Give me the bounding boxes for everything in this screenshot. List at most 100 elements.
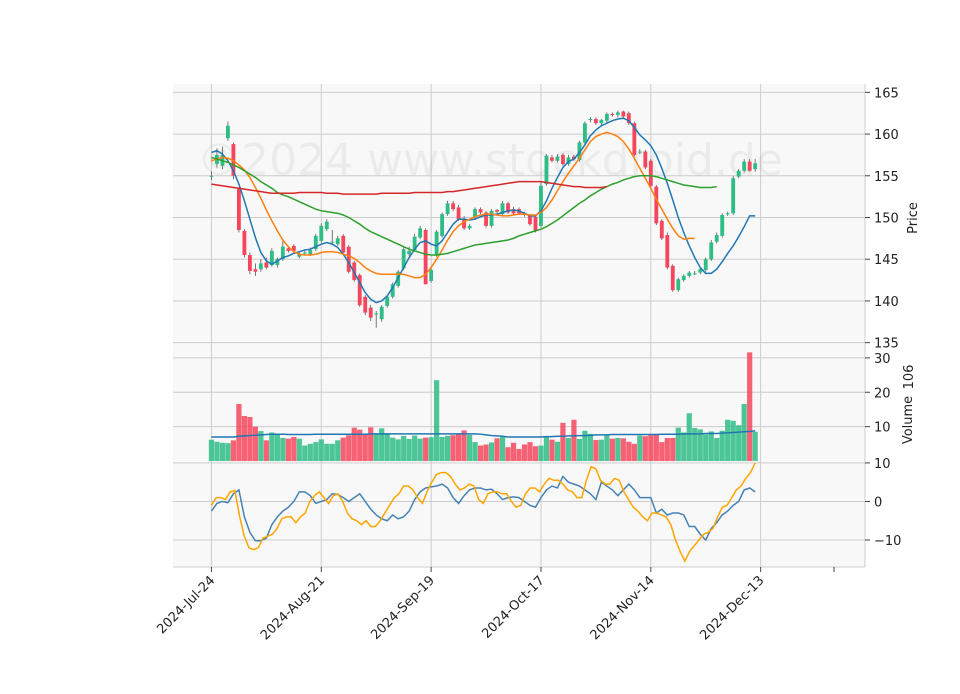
candle-body bbox=[615, 112, 620, 115]
candle-body bbox=[725, 213, 730, 215]
candle-body bbox=[506, 203, 510, 213]
candle-body bbox=[643, 151, 648, 168]
volume-bar bbox=[340, 437, 346, 461]
volume-bar bbox=[598, 439, 604, 461]
candle-body bbox=[709, 242, 714, 260]
volume-axis-label: Volume bbox=[901, 396, 916, 444]
candle-body bbox=[692, 273, 697, 275]
candle-body bbox=[258, 263, 263, 270]
candle-body bbox=[319, 225, 324, 241]
volume-bar bbox=[752, 431, 758, 461]
candle-body bbox=[473, 209, 477, 218]
candle-body bbox=[368, 307, 373, 318]
volume-bar bbox=[571, 419, 577, 461]
candle-body bbox=[445, 203, 450, 215]
oscillator-y-tick-label: 10 bbox=[874, 457, 891, 472]
volume-y-tick-label: 20 bbox=[874, 386, 891, 401]
candle-body bbox=[231, 144, 236, 176]
candle-body bbox=[374, 313, 379, 315]
volume-bar bbox=[324, 443, 330, 461]
volume-bar bbox=[653, 434, 659, 461]
volume-bar bbox=[395, 439, 401, 461]
candle-body bbox=[626, 113, 631, 124]
candle-body bbox=[742, 161, 747, 171]
volume-bar bbox=[670, 437, 676, 461]
x-tick-label: 2024-Sep-19 bbox=[368, 573, 438, 643]
volume-bar bbox=[236, 403, 242, 461]
price-axis-label: Price bbox=[906, 202, 921, 234]
oscillator-y-tick-label: −10 bbox=[874, 534, 901, 549]
candle-body bbox=[341, 235, 346, 253]
volume-bar bbox=[604, 435, 610, 461]
volume-bar bbox=[274, 433, 280, 461]
candle-body bbox=[462, 219, 467, 229]
volume-average-line bbox=[211, 430, 756, 438]
candle-body bbox=[555, 156, 560, 161]
volume-bar bbox=[302, 445, 308, 461]
volume-bar bbox=[730, 420, 736, 461]
price-y-tick-label: 145 bbox=[874, 253, 899, 268]
volume-bar bbox=[346, 435, 352, 461]
candle-body bbox=[681, 275, 686, 281]
volume-axis-unit: 106 bbox=[902, 365, 917, 390]
volume-bar bbox=[615, 437, 621, 461]
candle-body bbox=[330, 241, 335, 243]
volume-bar bbox=[280, 437, 286, 461]
volume-bar bbox=[477, 445, 484, 461]
oscillator-y-tick-label: 0 bbox=[874, 495, 882, 510]
volume-bar bbox=[659, 442, 665, 461]
candle-body bbox=[286, 248, 291, 251]
candle-body bbox=[544, 155, 549, 185]
volume-bar bbox=[499, 436, 506, 461]
candle-body bbox=[632, 123, 637, 155]
candle-body bbox=[621, 111, 626, 117]
candle-body bbox=[478, 209, 483, 213]
volume-y-tick-label: 10 bbox=[874, 421, 891, 436]
volume-bar bbox=[587, 433, 594, 461]
volume-bar bbox=[351, 427, 357, 461]
candle-body bbox=[264, 262, 269, 268]
candle-body bbox=[659, 220, 664, 239]
volume-bar bbox=[521, 444, 528, 461]
candle-body bbox=[236, 189, 241, 231]
candle-body bbox=[379, 306, 384, 320]
volume-bar bbox=[307, 443, 313, 461]
volume-bar bbox=[466, 434, 473, 461]
volume-bar bbox=[390, 437, 396, 461]
price-panel bbox=[209, 110, 758, 328]
candle-body bbox=[456, 207, 461, 220]
candle-body bbox=[511, 209, 516, 214]
candle-body bbox=[665, 235, 670, 268]
candle-body bbox=[676, 279, 681, 291]
volume-bar bbox=[252, 426, 258, 461]
candle-body bbox=[209, 175, 214, 177]
volume-bar bbox=[532, 446, 539, 461]
candle-body bbox=[670, 265, 675, 291]
volume-bar bbox=[505, 447, 511, 461]
volume-bar bbox=[439, 436, 445, 461]
volume-bar bbox=[692, 428, 698, 461]
volume-bar bbox=[455, 433, 462, 461]
candle-body bbox=[308, 250, 313, 255]
volume-bar bbox=[510, 442, 517, 461]
volume-bar bbox=[708, 431, 714, 461]
candle-body bbox=[247, 255, 252, 271]
candle-body bbox=[324, 221, 329, 230]
moving-average-line-4 bbox=[211, 180, 607, 195]
volume-bar bbox=[747, 352, 753, 461]
volume-bar bbox=[697, 429, 703, 461]
candle-body bbox=[363, 296, 368, 313]
oscillator-panel bbox=[210, 462, 756, 563]
candle-body bbox=[539, 185, 543, 226]
volume-bar bbox=[329, 443, 335, 461]
volume-bar bbox=[335, 440, 341, 461]
candle-body bbox=[242, 230, 247, 256]
candle-body bbox=[484, 212, 488, 226]
volume-bar bbox=[362, 433, 368, 461]
candle-body bbox=[451, 203, 456, 210]
candle-body bbox=[528, 214, 532, 225]
candle-body bbox=[654, 186, 659, 224]
candle-body bbox=[736, 170, 741, 177]
volume-bar bbox=[714, 437, 720, 461]
